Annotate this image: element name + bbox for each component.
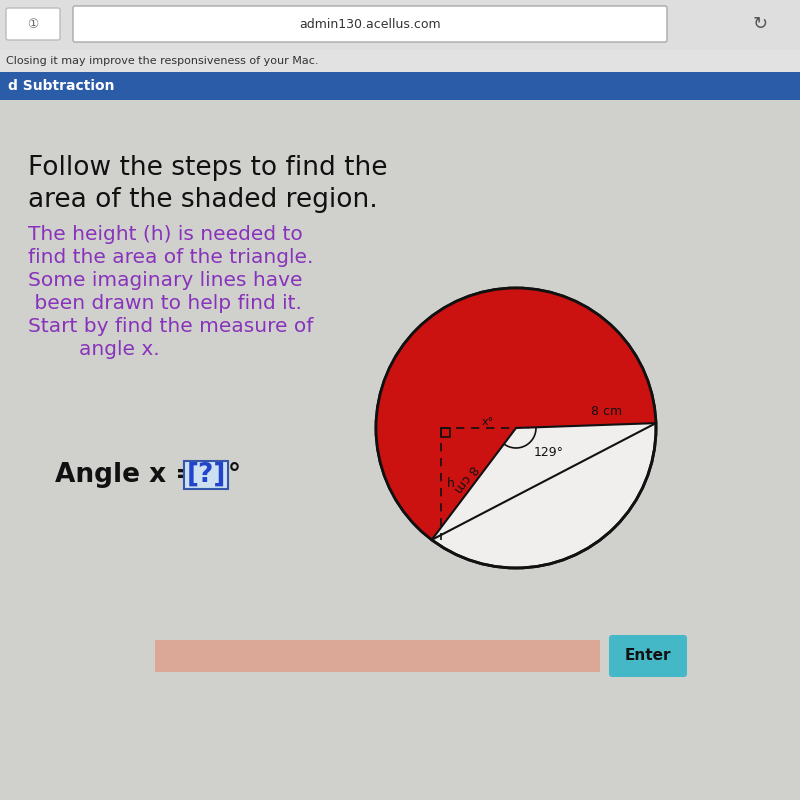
Bar <box>155 640 600 672</box>
Text: d Subtraction: d Subtraction <box>8 79 114 93</box>
Text: x°: x° <box>482 417 494 427</box>
Bar <box>0 72 800 100</box>
Circle shape <box>376 288 656 568</box>
Text: [?]: [?] <box>186 462 226 488</box>
Text: angle x.: angle x. <box>28 340 160 359</box>
Text: ↻: ↻ <box>753 15 767 33</box>
FancyBboxPatch shape <box>184 461 228 489</box>
Text: area of the shaded region.: area of the shaded region. <box>28 187 378 213</box>
Text: find the area of the triangle.: find the area of the triangle. <box>28 248 314 267</box>
FancyBboxPatch shape <box>73 6 667 42</box>
Bar <box>0 0 800 50</box>
Text: h: h <box>447 478 455 490</box>
Text: Start by find the measure of: Start by find the measure of <box>28 317 314 336</box>
Text: Enter: Enter <box>625 649 671 663</box>
FancyBboxPatch shape <box>6 8 60 40</box>
Text: °: ° <box>228 462 241 488</box>
Text: Follow the steps to find the: Follow the steps to find the <box>28 155 387 181</box>
Text: ①: ① <box>27 18 38 30</box>
Polygon shape <box>376 288 656 540</box>
Text: Angle x =: Angle x = <box>55 462 206 488</box>
Text: Closing it may improve the responsiveness of your Mac.: Closing it may improve the responsivenes… <box>6 56 318 66</box>
Bar <box>441 428 450 437</box>
Text: 8 cm: 8 cm <box>451 462 481 495</box>
Text: 129°: 129° <box>534 446 564 459</box>
Text: Some imaginary lines have: Some imaginary lines have <box>28 271 302 290</box>
FancyBboxPatch shape <box>609 635 687 677</box>
Bar <box>0 50 800 72</box>
Text: The height (h) is needed to: The height (h) is needed to <box>28 225 302 244</box>
Text: 8 cm: 8 cm <box>591 405 622 418</box>
Text: admin130.acellus.com: admin130.acellus.com <box>299 18 441 30</box>
Text: been drawn to help find it.: been drawn to help find it. <box>28 294 302 313</box>
